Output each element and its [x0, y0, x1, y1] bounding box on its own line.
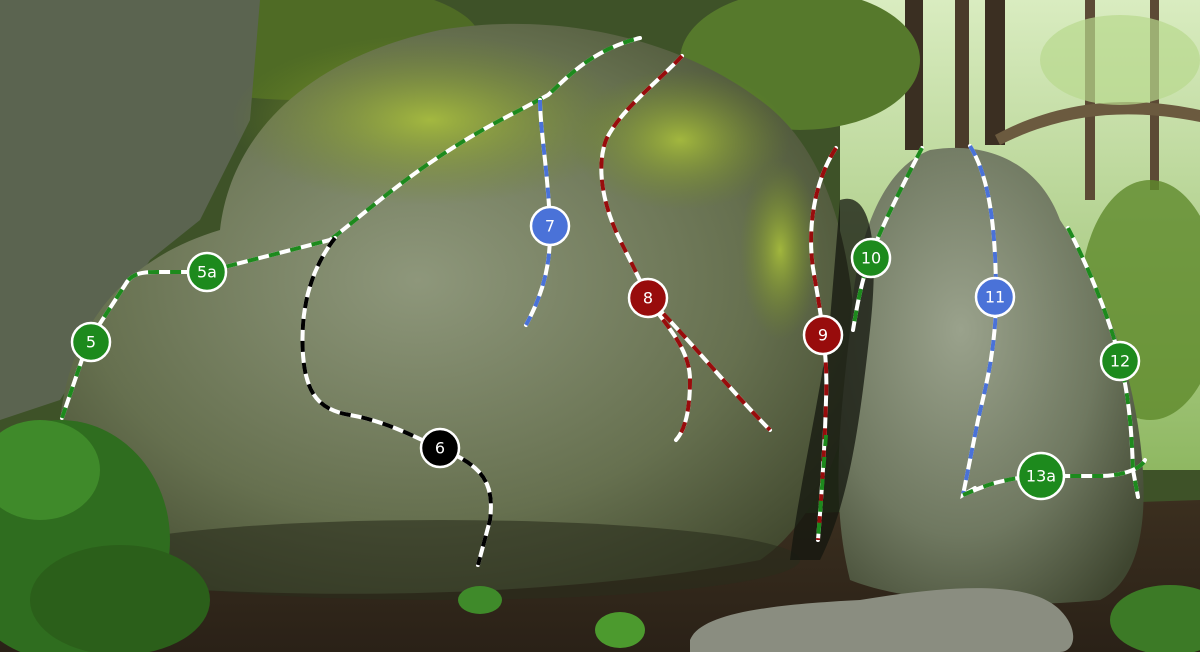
route-markers: 5 5a 6 7 8 9 10 11 [70, 205, 1141, 501]
route-marker-9[interactable]: 9 [802, 314, 844, 356]
route-line-5 [60, 270, 207, 420]
route-marker-10[interactable]: 10 [850, 237, 892, 279]
route-marker-13a[interactable]: 13a [1016, 451, 1066, 501]
right-boulder [838, 147, 1144, 604]
route-label-6: 6 [435, 439, 445, 458]
route-marker-8[interactable]: 8 [627, 277, 669, 319]
route-label-12: 12 [1110, 352, 1130, 371]
foliage [0, 420, 1200, 652]
route-marker-11[interactable]: 11 [974, 276, 1016, 318]
left-rock-wall [0, 0, 260, 420]
route-marker-6[interactable]: 6 [419, 427, 461, 469]
foreground-stone [690, 588, 1074, 652]
route-marker-5a[interactable]: 5a [186, 251, 228, 293]
route-label-7: 7 [545, 217, 555, 236]
route-line-5a [203, 36, 642, 274]
route-marker-7[interactable]: 7 [529, 205, 571, 247]
route-label-5a: 5a [197, 263, 217, 282]
route-label-13a: 13a [1026, 467, 1056, 486]
route-label-11: 11 [985, 288, 1005, 307]
route-line-8 [599, 54, 772, 442]
route-label-10: 10 [861, 249, 881, 268]
route-line-6 [300, 236, 493, 567]
route-label-5: 5 [86, 333, 96, 352]
route-marker-12[interactable]: 12 [1099, 340, 1141, 382]
route-line-11 [960, 144, 999, 499]
route-label-8: 8 [643, 289, 653, 308]
route-marker-5[interactable]: 5 [70, 321, 112, 363]
route-label-9: 9 [818, 326, 828, 345]
cave-shadow [790, 198, 874, 561]
